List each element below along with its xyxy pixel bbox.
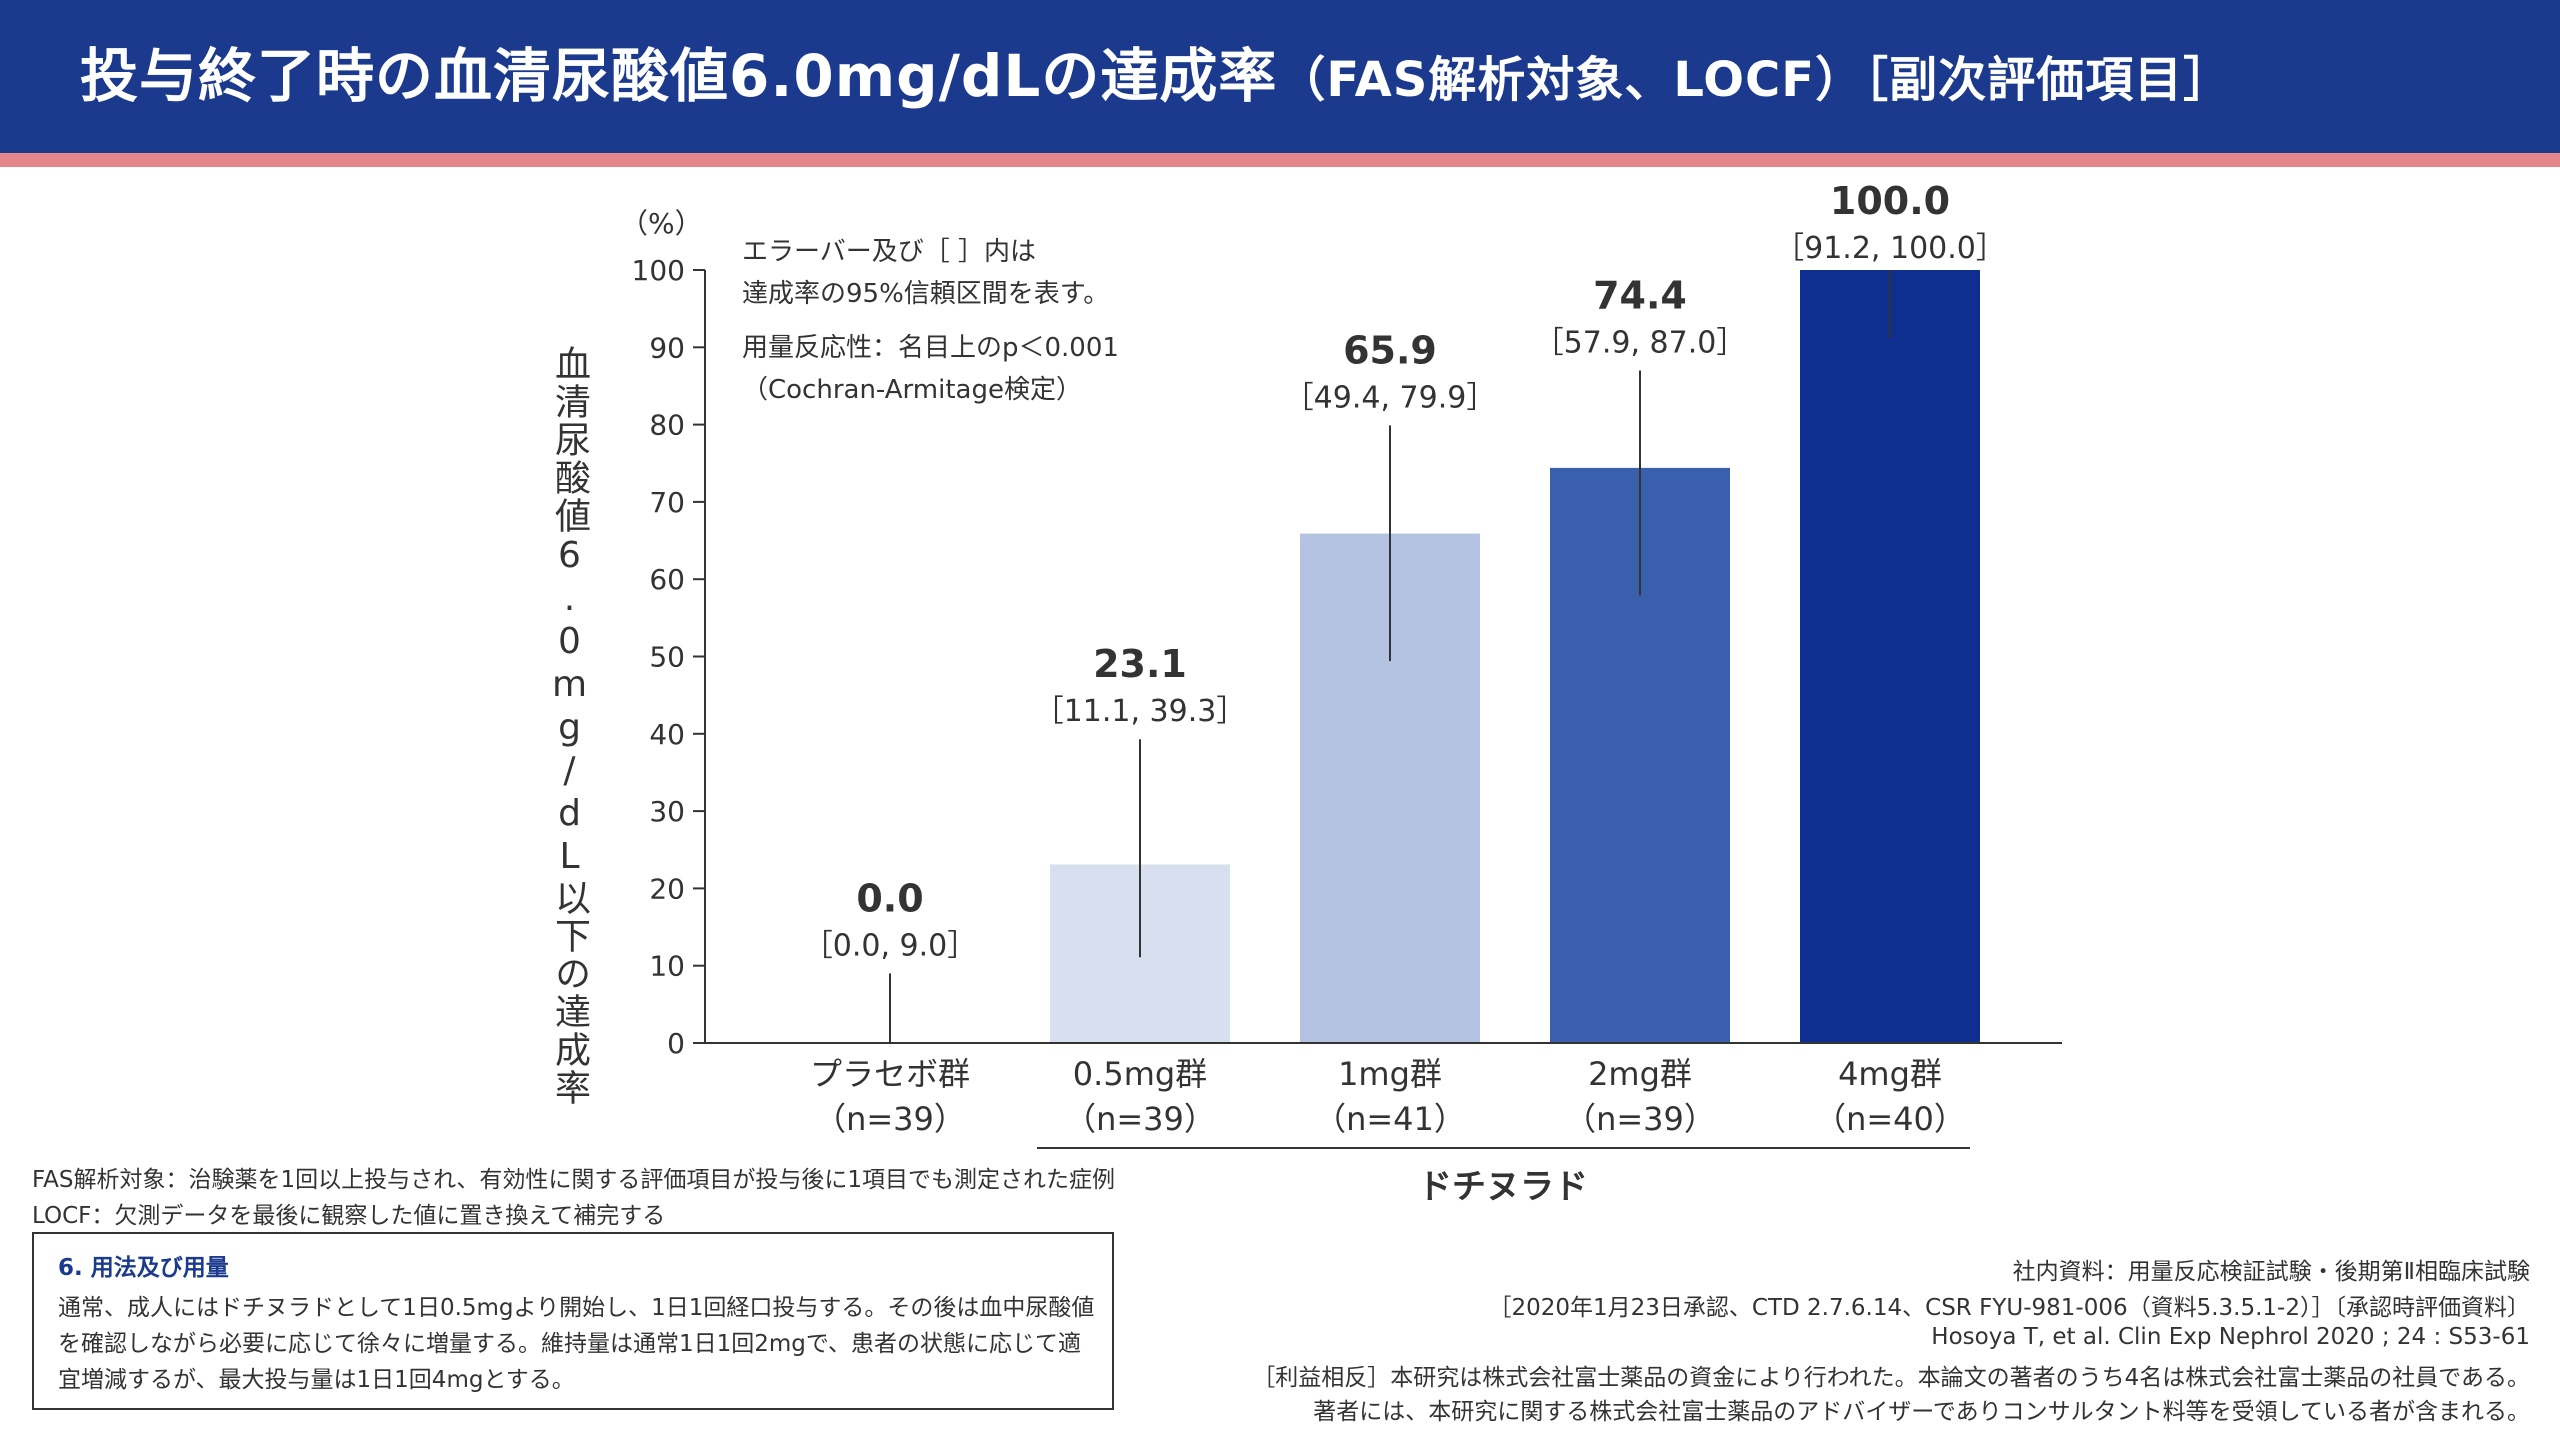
x-tick-label: プラセボ群: [810, 1055, 970, 1093]
ci-label: ［49.4, 79.9］: [1284, 380, 1497, 415]
x-tick-n-label: （n=39）: [1064, 1100, 1216, 1138]
bar: [1800, 270, 1980, 1043]
y-tick-label: 40: [649, 718, 685, 751]
reference-line: 著者には、本研究に関する株式会社富士薬品のアドバイザーでありコンサルタント料等を…: [1313, 1399, 2530, 1425]
x-tick-n-label: （n=39）: [1564, 1100, 1716, 1138]
reference-line: ［利益相反］本研究は株式会社富士薬品の資金により行われた。本論文の著者のうち4名…: [1252, 1365, 2530, 1391]
ci-label: ［91.2, 100.0］: [1774, 231, 2006, 266]
dosage-box: 6. 用法及び用量 通常、成人にはドチヌラドとして1日0.5mgより開始し、1日…: [32, 1232, 1114, 1410]
title-sub: （FAS解析対象、LOCF）［副次評価項目］: [1277, 52, 2233, 108]
chart-note-line: 用量反応性：名目上のp＜0.001: [742, 333, 1119, 363]
y-tick-label: 80: [649, 409, 685, 442]
ci-label: ［0.0, 9.0］: [803, 928, 978, 963]
y-tick-label: 20: [649, 872, 685, 905]
y-axis-label: 血清尿酸値6.0mg/dL以下の達成率: [549, 345, 590, 1107]
value-label: 23.1: [1093, 642, 1187, 686]
y-tick-label: 10: [649, 950, 685, 983]
y-tick-label: 70: [649, 486, 685, 519]
x-tick-label: 1mg群: [1338, 1055, 1442, 1093]
y-unit-label: （%）: [620, 207, 703, 240]
chart-note-line: エラーバー及び［ ］内は: [742, 237, 1036, 267]
value-label: 0.0: [856, 876, 923, 920]
reference-line: Hosoya T, et al. Clin Exp Nephrol 2020 ;…: [1931, 1324, 2530, 1350]
value-label: 65.9: [1343, 328, 1437, 372]
ci-label: ［57.9, 87.0］: [1534, 325, 1747, 360]
y-tick-label: 90: [649, 331, 685, 364]
group-label: ドチヌラド: [1418, 1167, 1588, 1207]
y-tick-label: 50: [649, 641, 685, 674]
reference-line: ［2020年1月23日承認、CTD 2.7.6.14、CSR FYU-981-0…: [1488, 1295, 2530, 1321]
x-tick-label: 2mg群: [1588, 1055, 1692, 1093]
chart-notes: エラーバー及び［ ］内は 達成率の95%信頼区間を表す。 用量反応性：名目上のp…: [742, 237, 1119, 405]
ci-label: ［11.1, 39.3］: [1034, 694, 1247, 729]
chart-note-line: 達成率の95%信頼区間を表す。: [742, 279, 1109, 309]
header-bar: [0, 0, 2560, 153]
value-label: 74.4: [1593, 273, 1687, 317]
title-main: 投与終了時の血清尿酸値6.0mg/dLの達成率: [80, 42, 1278, 110]
chart-note-line: （Cochran-Armitage検定）: [742, 375, 1082, 405]
y-tick-label: 30: [649, 795, 685, 828]
x-tick-label: 0.5mg群: [1073, 1055, 1207, 1093]
footnote-fas: FAS解析対象：治験薬を1回以上投与され、有効性に関する評価項目が投与後に1項目…: [32, 1167, 1115, 1193]
reference-line: 社内資料：用量反応検証試験・後期第Ⅱ相臨床試験: [2012, 1259, 2530, 1285]
footnote-locf: LOCF：欠測データを最後に観察した値に置き換えて補完する: [32, 1203, 666, 1229]
header-accent-stripe: [0, 153, 2560, 167]
x-tick-n-label: （n=40）: [1814, 1100, 1966, 1138]
bar-chart: （%） エラーバー及び［ ］内は 達成率の95%信頼区間を表す。 用量反応性：名…: [620, 179, 2062, 1207]
page-title: 投与終了時の血清尿酸値6.0mg/dLの達成率（FAS解析対象、LOCF）［副次…: [80, 0, 2232, 153]
y-tick-label: 0: [667, 1027, 685, 1060]
x-tick-label: 4mg群: [1838, 1055, 1942, 1093]
x-tick-n-label: （n=41）: [1314, 1100, 1466, 1138]
x-tick-n-label: （n=39）: [814, 1100, 966, 1138]
y-tick-label: 100: [632, 254, 685, 287]
y-tick-label: 60: [649, 563, 685, 596]
value-label: 100.0: [1830, 179, 1950, 223]
dosage-body: 通常、成人にはドチヌラドとして1日0.5mgより開始し、1日1回経口投与する。そ…: [58, 1295, 1095, 1393]
dosage-title: 6. 用法及び用量: [58, 1255, 229, 1281]
